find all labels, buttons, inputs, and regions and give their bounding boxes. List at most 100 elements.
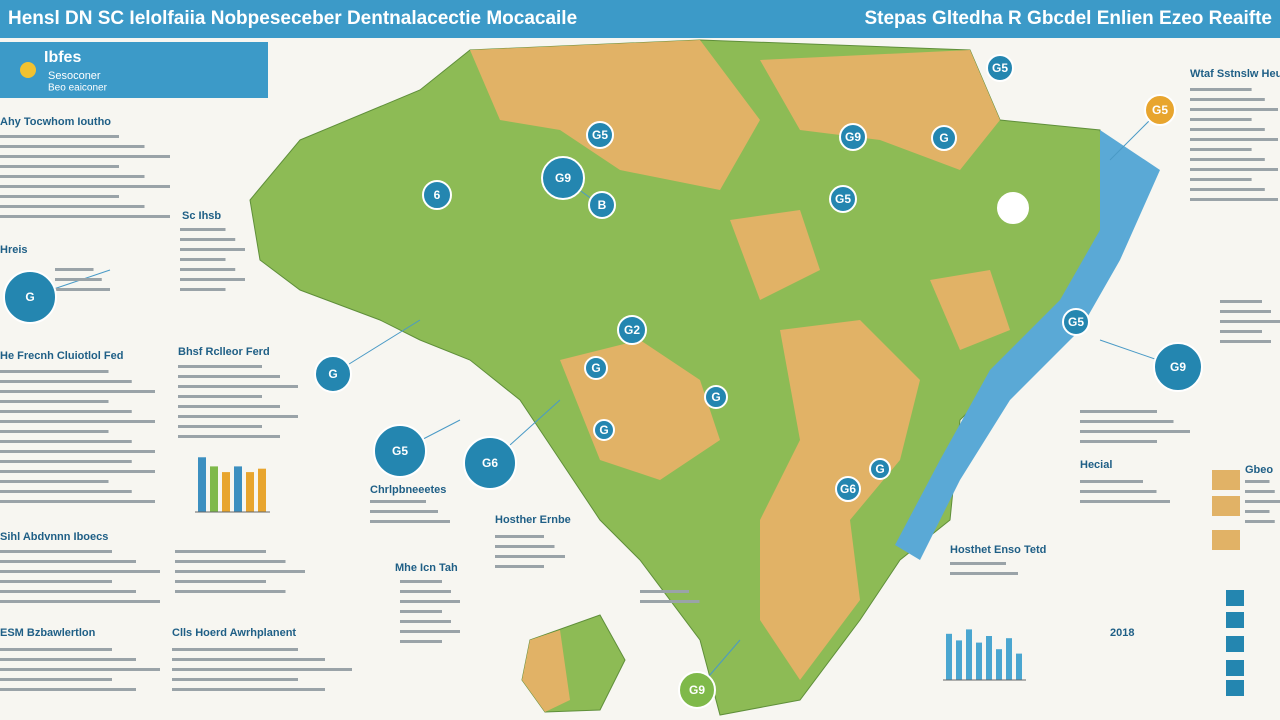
map-marker [314,355,352,393]
bar [222,472,230,512]
marker-label: G [939,131,948,145]
text-line [180,278,245,281]
text-line [0,155,170,158]
text-line [1190,118,1252,121]
sea [895,130,1160,560]
text-line [0,205,145,208]
marker-label: G9 [1170,360,1186,374]
marker-label: G5 [835,192,851,206]
text-line [370,500,426,503]
map-marker [986,54,1014,82]
text-line [0,470,155,473]
text-line [400,610,442,613]
text-line [1190,158,1265,161]
panel-title: Sc Ihsb [182,210,221,222]
header-title: Hensl DN SC Ielolfaiia Nobpeseceber Dent… [8,8,577,29]
bar [986,636,992,680]
text-line [175,560,286,563]
title-box-line: Beo eaiconer [48,83,108,94]
text-line [0,658,136,661]
text-line [1080,490,1157,493]
text-line [1190,128,1265,131]
marker-label: G6 [482,456,498,470]
text-line [0,480,109,483]
text-line [178,395,262,398]
text-line [1080,500,1170,503]
text-line [175,590,286,593]
panel-title: Bhsf Rclleor Ferd [178,346,270,358]
bar [956,640,962,680]
text-line [1245,500,1280,503]
icon [20,62,36,78]
map-marker [422,180,452,210]
legend-swatch [1212,496,1240,516]
panel-title: He Frecnh Cluiotlol Fed [0,350,123,362]
text-line [175,580,266,583]
map-marker [3,270,57,324]
text-line [950,562,1006,565]
text-line [370,510,438,513]
legend-swatch [1212,470,1240,490]
text-line [0,145,145,148]
header-subtitle: Stepas Gltedha R Gbcdel Enlien Ezeo Reai… [864,8,1272,29]
map-marker [617,315,647,345]
text-line [0,460,132,463]
text-line [1080,420,1174,423]
marker-label: G [591,361,600,375]
text-line [0,580,112,583]
map-marker [1062,308,1090,336]
legend-swatch [1226,680,1244,696]
text-line [950,572,1018,575]
text-line [400,580,442,583]
marker-label: B5 [1005,201,1021,215]
bar [210,466,218,512]
text-line [0,215,170,218]
text-line [0,390,155,393]
bar [1006,638,1012,680]
text-line [180,258,226,261]
region [930,270,1010,350]
text-line [0,175,145,178]
marker-label: G6 [840,482,856,496]
marker-label: G [328,367,337,381]
panel-title: Gbeo [1245,464,1273,476]
marker-label: B [598,198,607,212]
text-line [0,440,132,443]
text-line [0,370,109,373]
panel-title: 2018 [1110,627,1134,639]
bar [996,649,1002,680]
text-line [0,688,136,691]
text-line [1220,310,1271,313]
legend-swatch [1226,612,1244,628]
bar [976,642,982,680]
map-marker [931,125,957,151]
bar [234,466,242,512]
text-line [178,415,298,418]
panel-title: Sihl Abdvnnn Iboecs [0,531,108,543]
text-line [495,555,565,558]
text-line [1245,520,1275,523]
text-line [370,520,450,523]
header-bar [0,0,1280,38]
marker-label: G5 [992,61,1008,75]
panel-title: Ahy Tocwhom Ioutho [0,116,111,128]
bar [1016,653,1022,680]
legend-swatch [1226,636,1244,652]
text-line [1220,330,1262,333]
text-line [180,228,226,231]
text-line [400,640,442,643]
text-line [0,500,155,503]
map-marker [586,121,614,149]
title-box-title: Ibfes [44,49,81,66]
region [522,630,570,712]
panel-title: Hosthet Enso Tetd [950,544,1046,556]
text-line [0,420,155,423]
text-line [172,668,352,671]
text-line [180,248,245,251]
text-line [0,135,119,138]
marker-label: G9 [845,130,861,144]
text-line [1220,300,1262,303]
text-line [175,570,305,573]
text-line [0,550,112,553]
text-line [0,678,112,681]
